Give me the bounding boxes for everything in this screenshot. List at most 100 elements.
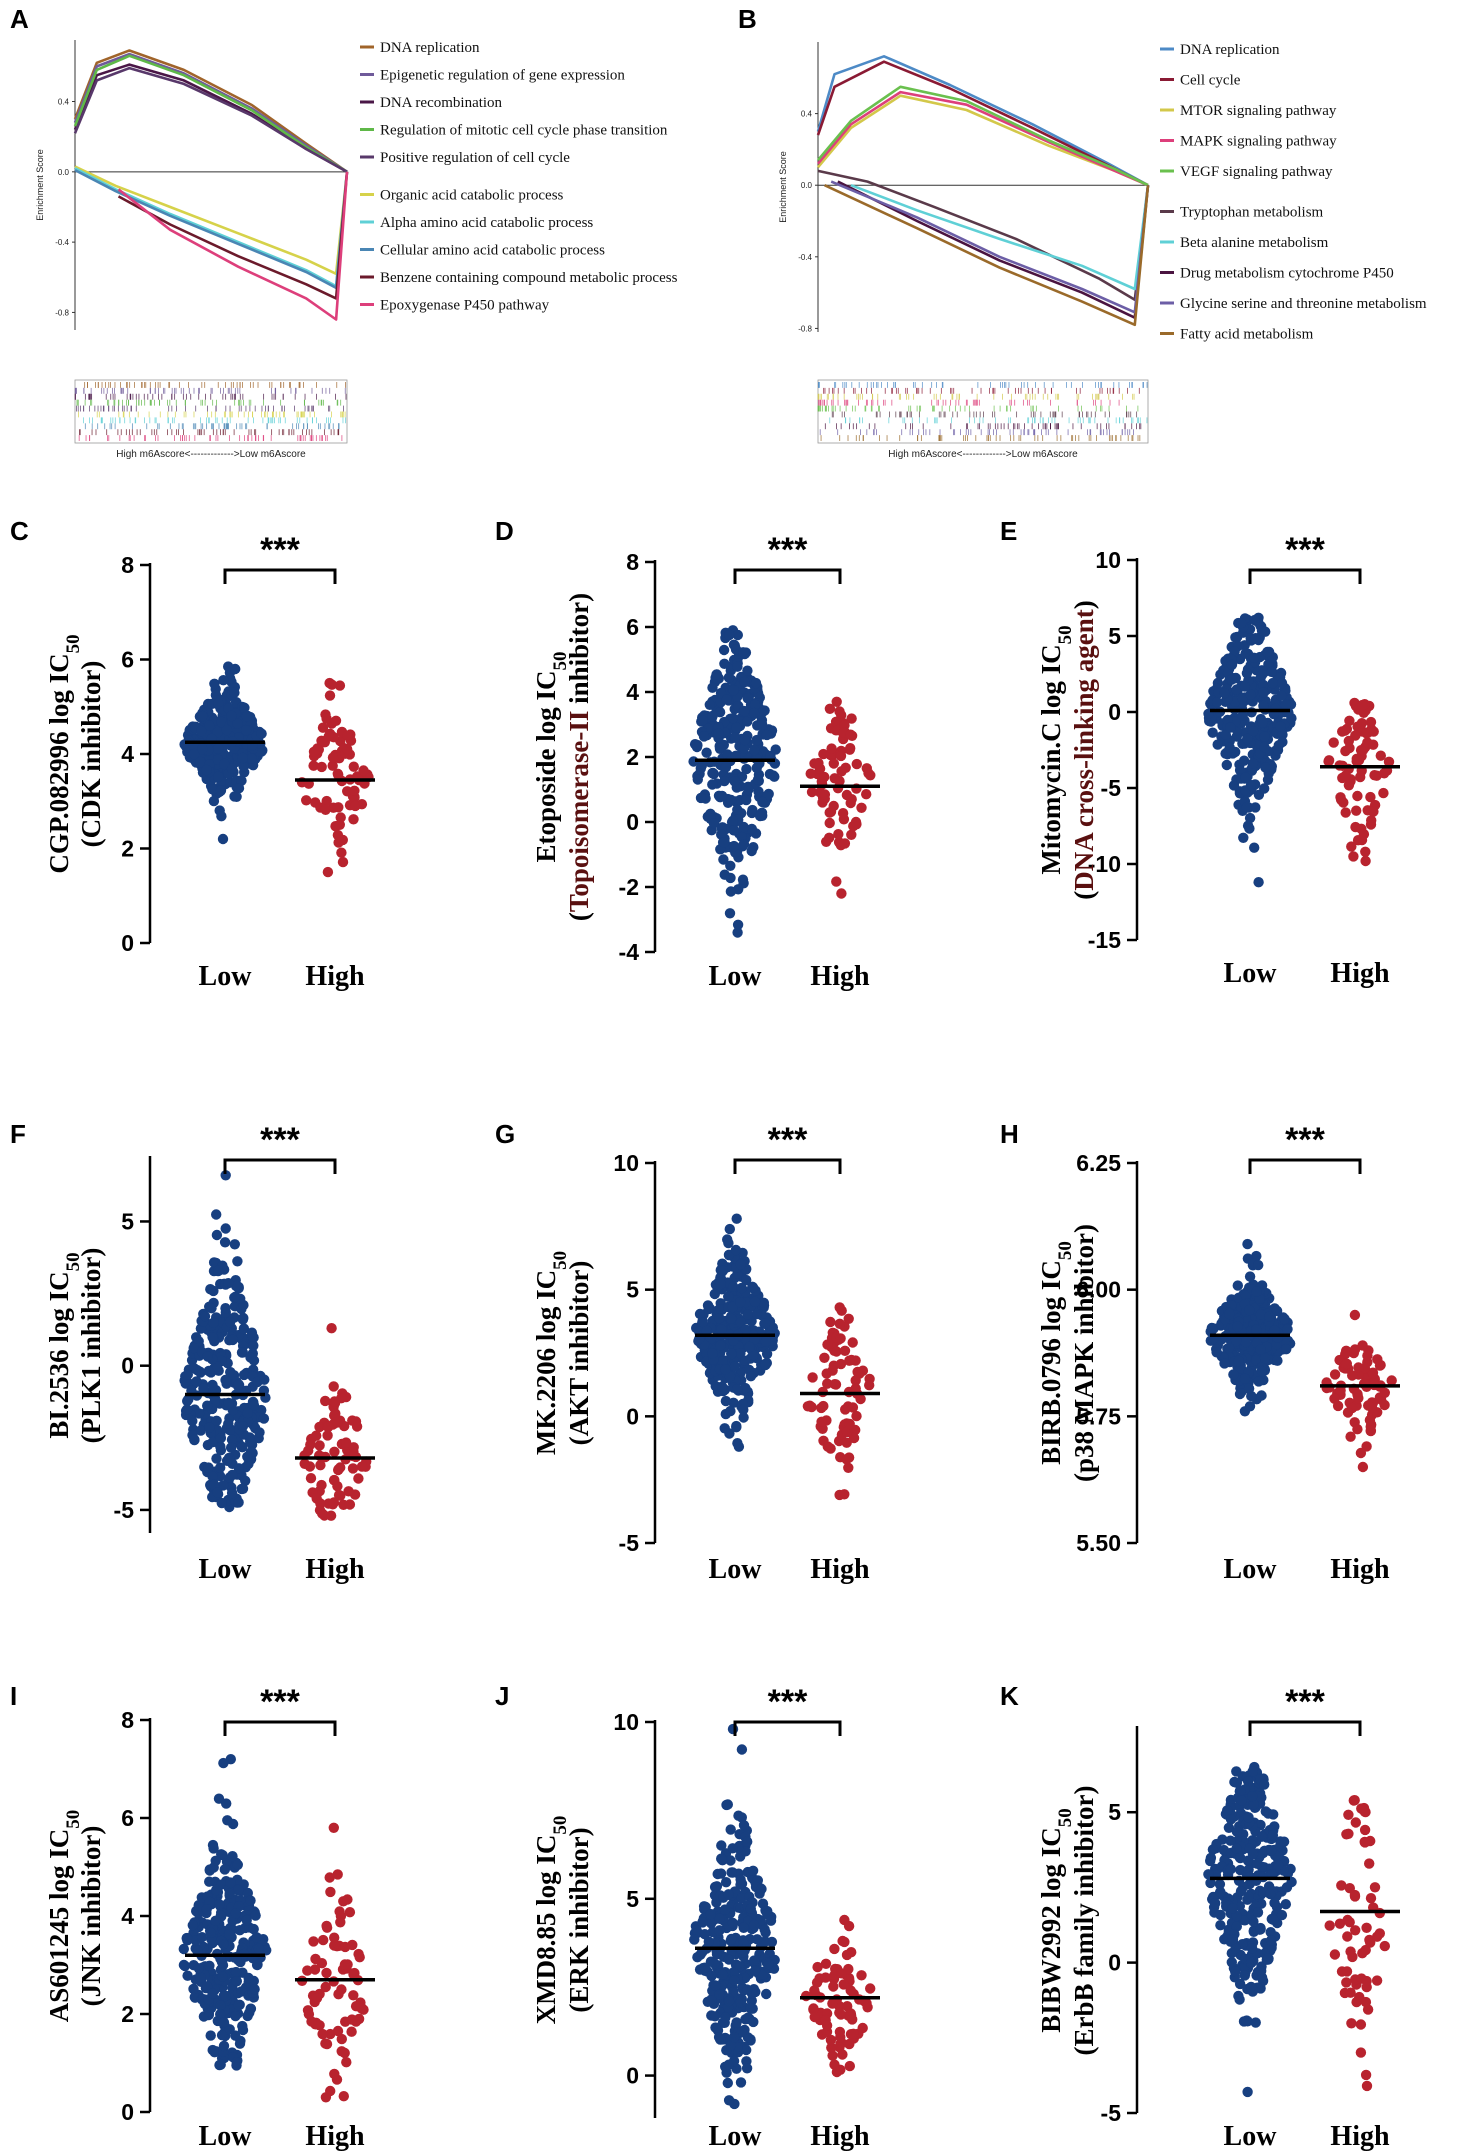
data-point bbox=[729, 732, 741, 743]
data-point bbox=[1276, 690, 1287, 701]
data-point bbox=[1361, 1975, 1372, 1987]
data-point bbox=[215, 2009, 226, 2020]
data-point bbox=[1225, 1835, 1236, 1846]
data-point bbox=[720, 1364, 731, 1375]
y-tick-label: -5 bbox=[1101, 775, 1122, 801]
data-point bbox=[1243, 1383, 1255, 1394]
data-point bbox=[846, 713, 857, 724]
data-point bbox=[358, 765, 369, 776]
data-point bbox=[329, 1396, 340, 1407]
data-point bbox=[738, 647, 749, 658]
data-point bbox=[306, 2016, 317, 2027]
data-point bbox=[723, 2059, 734, 2070]
data-point bbox=[1249, 614, 1260, 626]
data-point bbox=[751, 1308, 763, 1320]
data-point bbox=[742, 665, 753, 676]
y-axis-label-main: MK.2206 log IC bbox=[531, 1270, 561, 1455]
data-point bbox=[713, 2032, 725, 2043]
data-point bbox=[240, 725, 252, 736]
data-point bbox=[1344, 742, 1355, 754]
data-point bbox=[1239, 1970, 1251, 1981]
data-point bbox=[1205, 1877, 1216, 1889]
data-point bbox=[342, 1894, 353, 1905]
data-point bbox=[1371, 1931, 1383, 1942]
data-point bbox=[305, 1473, 317, 1484]
data-point bbox=[211, 1884, 222, 1896]
data-point bbox=[760, 1336, 772, 1347]
data-point bbox=[342, 744, 353, 755]
data-point bbox=[834, 2007, 845, 2018]
data-point bbox=[715, 1868, 727, 1879]
data-point bbox=[1231, 1910, 1242, 1922]
data-point bbox=[217, 1971, 228, 1982]
data-point bbox=[697, 1317, 708, 1329]
data-point bbox=[1365, 716, 1377, 728]
data-point bbox=[340, 1941, 351, 1953]
data-point bbox=[839, 1489, 850, 1500]
data-point bbox=[1223, 1822, 1235, 1834]
data-point bbox=[188, 1342, 199, 1354]
data-point bbox=[1239, 1373, 1251, 1384]
data-point bbox=[197, 743, 208, 755]
data-point bbox=[723, 1291, 734, 1303]
group-label-high: High bbox=[810, 1554, 870, 1585]
data-point bbox=[716, 790, 728, 802]
data-point bbox=[1239, 681, 1251, 692]
data-point bbox=[224, 1929, 235, 1940]
data-point bbox=[1259, 741, 1270, 753]
data-point bbox=[749, 1965, 761, 1976]
data-point bbox=[316, 761, 327, 773]
data-point bbox=[710, 2022, 721, 2033]
data-point bbox=[215, 2000, 226, 2011]
legend-entry: Drug metabolism cytochrome P450 bbox=[1180, 266, 1394, 282]
data-point bbox=[831, 696, 842, 707]
data-point bbox=[736, 1812, 747, 1823]
y-axis-label-target: (ErbB family inhibitor) bbox=[1069, 1785, 1099, 2055]
data-point bbox=[760, 1359, 771, 1371]
data-point bbox=[718, 837, 730, 848]
y-tick-label: 0 bbox=[121, 1353, 134, 1379]
data-point bbox=[324, 1872, 335, 1883]
data-point bbox=[829, 1379, 840, 1390]
data-point bbox=[207, 1332, 218, 1343]
data-point bbox=[1255, 1924, 1266, 1935]
data-point bbox=[1329, 1369, 1341, 1380]
data-point bbox=[749, 699, 761, 710]
data-point bbox=[254, 1427, 265, 1438]
data-point bbox=[207, 1988, 218, 1999]
data-point bbox=[864, 1380, 875, 1391]
data-point bbox=[181, 1932, 193, 1944]
data-point bbox=[1265, 1935, 1277, 1946]
data-point bbox=[218, 675, 229, 686]
data-point bbox=[1219, 1358, 1230, 1369]
data-point bbox=[729, 1361, 741, 1372]
gsea-curve bbox=[73, 52, 348, 173]
data-point bbox=[757, 1898, 769, 1909]
y-axis-label: BIRB.0796 log IC50 bbox=[1036, 1241, 1076, 1465]
data-point bbox=[726, 1933, 737, 1945]
data-point bbox=[845, 797, 856, 809]
data-point bbox=[196, 1932, 208, 1943]
data-point bbox=[1267, 678, 1278, 689]
data-point bbox=[739, 734, 751, 746]
data-point bbox=[322, 1430, 333, 1441]
panel-label: I bbox=[10, 1681, 17, 1711]
panel-label: D bbox=[495, 516, 514, 546]
data-point bbox=[1329, 1949, 1341, 1960]
data-point bbox=[334, 680, 346, 691]
gsea-curve bbox=[117, 171, 349, 321]
data-point bbox=[724, 908, 736, 919]
data-point bbox=[1263, 1953, 1274, 1964]
data-point bbox=[232, 1256, 243, 1267]
data-point bbox=[237, 1483, 249, 1495]
data-point bbox=[335, 1917, 346, 1928]
data-point bbox=[183, 1394, 194, 1405]
data-point bbox=[725, 1405, 736, 1417]
data-point bbox=[320, 1395, 331, 1407]
data-point bbox=[821, 836, 832, 847]
data-point bbox=[1242, 2086, 1253, 2098]
data-point bbox=[1351, 1996, 1362, 2008]
data-point bbox=[757, 796, 768, 808]
data-point bbox=[1242, 1776, 1254, 1787]
